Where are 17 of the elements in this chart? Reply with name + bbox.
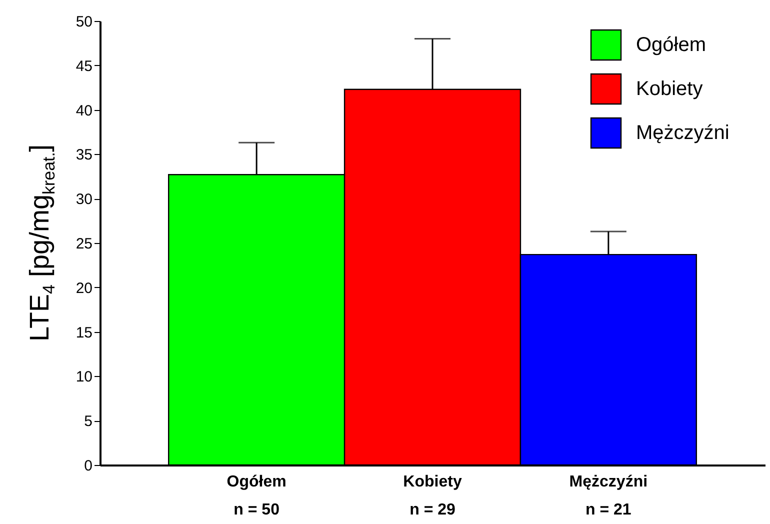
x-tick-label: Kobiety n = 29 — [403, 474, 462, 518]
y-tick-label: 45 — [76, 58, 92, 75]
y-tick-label: 30 — [76, 191, 92, 208]
y-tick-label: 10 — [76, 368, 92, 386]
y-tick-label: 50 — [76, 14, 92, 30]
y-tick-label: 15 — [76, 324, 92, 342]
y-tick-label: 40 — [76, 102, 92, 120]
legend-label: Ogółem — [636, 34, 706, 56]
y-tick-label: 0 — [84, 458, 92, 474]
legend-label: Mężczyźni — [636, 122, 730, 144]
y-tick-label: 25 — [76, 236, 92, 252]
x-tick-label: Mężczyźni n = 21 — [569, 474, 648, 518]
y-tick-label: 35 — [76, 146, 92, 164]
x-tick-label: Ogółem n = 50 — [226, 474, 286, 518]
y-tick-label: 5 — [84, 413, 92, 430]
y-tick-label: 20 — [76, 280, 92, 297]
legend-label: Kobiety — [636, 78, 703, 100]
